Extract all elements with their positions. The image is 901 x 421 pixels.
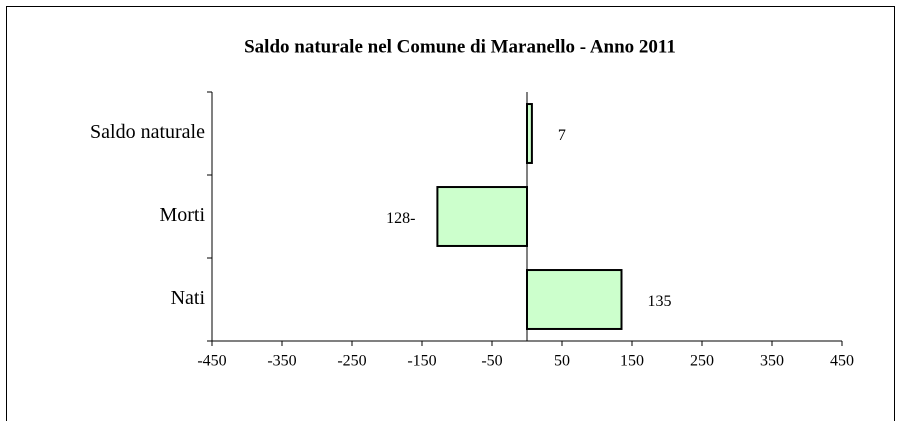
x-tick-label: 50 <box>554 353 570 370</box>
x-tick-label: 350 <box>760 353 784 370</box>
bar <box>436 186 528 247</box>
category-label: Nati <box>171 287 206 309</box>
x-tick-label: 450 <box>830 353 854 370</box>
x-tick-label: -350 <box>267 353 296 370</box>
x-tick-label: -250 <box>337 353 366 370</box>
x-tick-label: 150 <box>620 353 644 370</box>
value-label: 135 <box>648 293 672 310</box>
category-label: Morti <box>159 204 205 226</box>
value-label: 128- <box>386 210 415 227</box>
x-tick-label: -150 <box>407 353 436 370</box>
x-tick-label: -50 <box>481 353 502 370</box>
bar <box>526 269 623 330</box>
category-label: Saldo naturale <box>90 121 205 143</box>
value-label: 7 <box>558 127 566 144</box>
x-tick-label: 250 <box>690 353 714 370</box>
x-tick-label: -450 <box>197 353 226 370</box>
bar <box>526 103 533 164</box>
chart-title: Saldo naturale nel Comune di Maranello -… <box>244 36 676 57</box>
